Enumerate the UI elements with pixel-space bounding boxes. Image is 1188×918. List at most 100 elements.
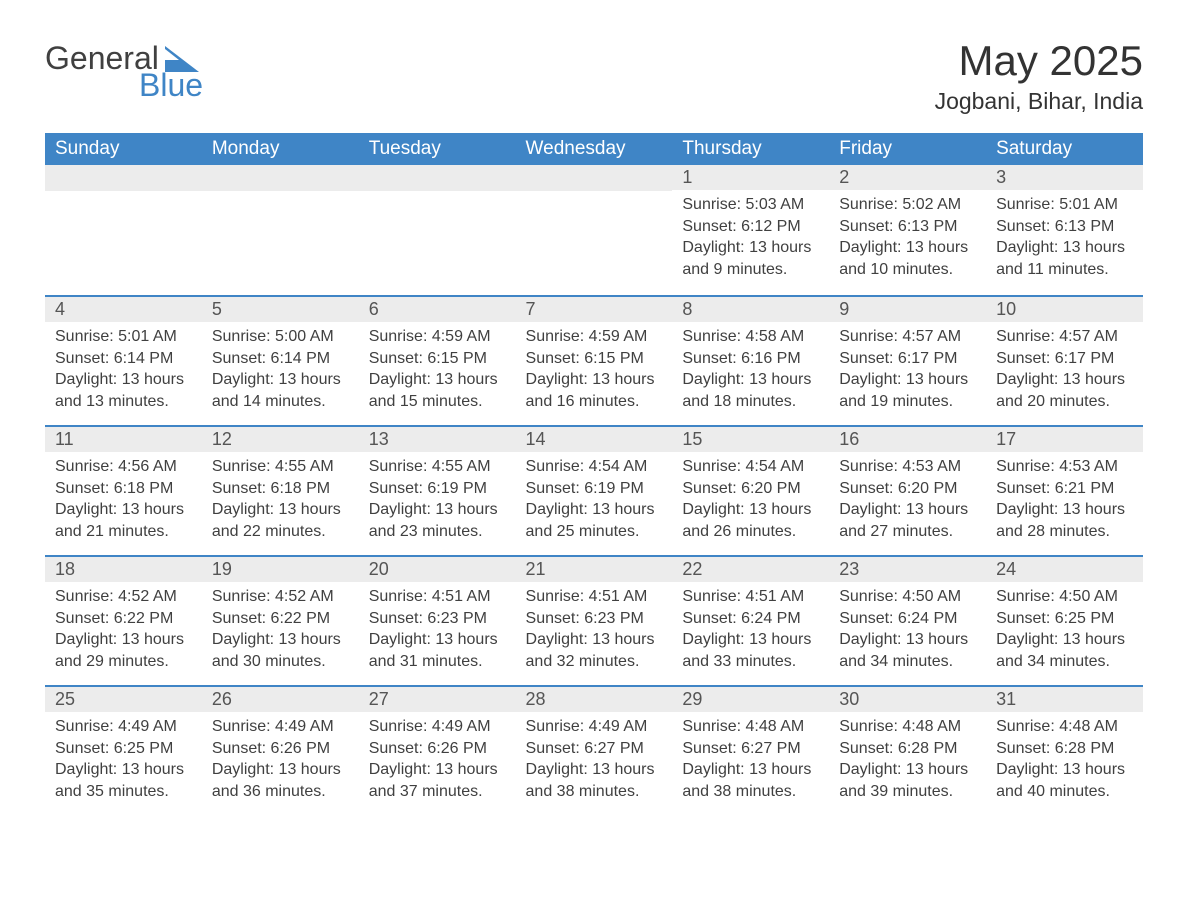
- daylight-text: Daylight: 13 hours and 38 minutes.: [526, 759, 663, 802]
- sunset-text: Sunset: 6:24 PM: [839, 608, 976, 630]
- daylight-text: Daylight: 13 hours and 40 minutes.: [996, 759, 1133, 802]
- day-content: Sunrise: 4:58 AMSunset: 6:16 PMDaylight:…: [672, 322, 829, 416]
- day-content: Sunrise: 5:03 AMSunset: 6:12 PMDaylight:…: [672, 190, 829, 284]
- sunset-text: Sunset: 6:15 PM: [526, 348, 663, 370]
- daylight-text: Daylight: 13 hours and 21 minutes.: [55, 499, 192, 542]
- sunrise-text: Sunrise: 4:51 AM: [526, 586, 663, 608]
- sunrise-text: Sunrise: 4:49 AM: [212, 716, 349, 738]
- sunset-text: Sunset: 6:24 PM: [682, 608, 819, 630]
- day-content: Sunrise: 4:53 AMSunset: 6:21 PMDaylight:…: [986, 452, 1143, 546]
- sunset-text: Sunset: 6:20 PM: [839, 478, 976, 500]
- day-number-bar: 13: [359, 425, 516, 452]
- sunset-text: Sunset: 6:21 PM: [996, 478, 1133, 500]
- sunset-text: Sunset: 6:23 PM: [526, 608, 663, 630]
- day-content: Sunrise: 4:52 AMSunset: 6:22 PMDaylight:…: [202, 582, 359, 676]
- day-content: Sunrise: 4:52 AMSunset: 6:22 PMDaylight:…: [45, 582, 202, 676]
- calendar-week-row: 4Sunrise: 5:01 AMSunset: 6:14 PMDaylight…: [45, 295, 1143, 425]
- calendar-cell: 25Sunrise: 4:49 AMSunset: 6:25 PMDayligh…: [45, 685, 202, 815]
- sunset-text: Sunset: 6:13 PM: [839, 216, 976, 238]
- calendar-cell: 18Sunrise: 4:52 AMSunset: 6:22 PMDayligh…: [45, 555, 202, 685]
- location-subtitle: Jogbani, Bihar, India: [935, 88, 1143, 115]
- calendar-week-row: 18Sunrise: 4:52 AMSunset: 6:22 PMDayligh…: [45, 555, 1143, 685]
- day-number-bar: 12: [202, 425, 359, 452]
- sunset-text: Sunset: 6:15 PM: [369, 348, 506, 370]
- daylight-text: Daylight: 13 hours and 13 minutes.: [55, 369, 192, 412]
- calendar-cell: 19Sunrise: 4:52 AMSunset: 6:22 PMDayligh…: [202, 555, 359, 685]
- daylight-text: Daylight: 13 hours and 23 minutes.: [369, 499, 506, 542]
- sunset-text: Sunset: 6:16 PM: [682, 348, 819, 370]
- calendar-cell: 7Sunrise: 4:59 AMSunset: 6:15 PMDaylight…: [516, 295, 673, 425]
- sunrise-text: Sunrise: 4:57 AM: [839, 326, 976, 348]
- sunrise-text: Sunrise: 4:54 AM: [526, 456, 663, 478]
- day-number-bar: 19: [202, 555, 359, 582]
- day-content: Sunrise: 4:53 AMSunset: 6:20 PMDaylight:…: [829, 452, 986, 546]
- day-number-bar: 18: [45, 555, 202, 582]
- day-content: Sunrise: 4:49 AMSunset: 6:27 PMDaylight:…: [516, 712, 673, 806]
- sunset-text: Sunset: 6:17 PM: [839, 348, 976, 370]
- calendar-cell: 14Sunrise: 4:54 AMSunset: 6:19 PMDayligh…: [516, 425, 673, 555]
- sunset-text: Sunset: 6:25 PM: [996, 608, 1133, 630]
- calendar-cell: 11Sunrise: 4:56 AMSunset: 6:18 PMDayligh…: [45, 425, 202, 555]
- daylight-text: Daylight: 13 hours and 33 minutes.: [682, 629, 819, 672]
- sunset-text: Sunset: 6:17 PM: [996, 348, 1133, 370]
- day-content: Sunrise: 5:01 AMSunset: 6:14 PMDaylight:…: [45, 322, 202, 416]
- calendar-cell: 16Sunrise: 4:53 AMSunset: 6:20 PMDayligh…: [829, 425, 986, 555]
- day-number-bar: 1: [672, 165, 829, 190]
- sunset-text: Sunset: 6:22 PM: [212, 608, 349, 630]
- day-number-bar: 31: [986, 685, 1143, 712]
- calendar-cell: [202, 165, 359, 295]
- sunrise-text: Sunrise: 4:51 AM: [369, 586, 506, 608]
- calendar-cell: 4Sunrise: 5:01 AMSunset: 6:14 PMDaylight…: [45, 295, 202, 425]
- calendar-cell: 29Sunrise: 4:48 AMSunset: 6:27 PMDayligh…: [672, 685, 829, 815]
- sunrise-text: Sunrise: 4:58 AM: [682, 326, 819, 348]
- sunset-text: Sunset: 6:12 PM: [682, 216, 819, 238]
- day-header: Friday: [829, 133, 986, 165]
- day-header: Monday: [202, 133, 359, 165]
- daylight-text: Daylight: 13 hours and 29 minutes.: [55, 629, 192, 672]
- sunset-text: Sunset: 6:23 PM: [369, 608, 506, 630]
- daylight-text: Daylight: 13 hours and 38 minutes.: [682, 759, 819, 802]
- day-number-bar: 9: [829, 295, 986, 322]
- day-content: Sunrise: 4:51 AMSunset: 6:24 PMDaylight:…: [672, 582, 829, 676]
- daylight-text: Daylight: 13 hours and 10 minutes.: [839, 237, 976, 280]
- day-content: Sunrise: 4:55 AMSunset: 6:18 PMDaylight:…: [202, 452, 359, 546]
- day-content: Sunrise: 4:49 AMSunset: 6:26 PMDaylight:…: [202, 712, 359, 806]
- sunrise-text: Sunrise: 4:49 AM: [526, 716, 663, 738]
- empty-day-bar: [45, 165, 202, 191]
- calendar-cell: 31Sunrise: 4:48 AMSunset: 6:28 PMDayligh…: [986, 685, 1143, 815]
- month-title: May 2025: [935, 40, 1143, 82]
- sunrise-text: Sunrise: 4:52 AM: [212, 586, 349, 608]
- calendar-cell: 15Sunrise: 4:54 AMSunset: 6:20 PMDayligh…: [672, 425, 829, 555]
- sunrise-text: Sunrise: 4:52 AM: [55, 586, 192, 608]
- day-content: Sunrise: 4:56 AMSunset: 6:18 PMDaylight:…: [45, 452, 202, 546]
- day-number-bar: 5: [202, 295, 359, 322]
- daylight-text: Daylight: 13 hours and 14 minutes.: [212, 369, 349, 412]
- sunrise-text: Sunrise: 5:03 AM: [682, 194, 819, 216]
- day-content: Sunrise: 5:00 AMSunset: 6:14 PMDaylight:…: [202, 322, 359, 416]
- sunrise-text: Sunrise: 5:02 AM: [839, 194, 976, 216]
- day-number-bar: 3: [986, 165, 1143, 190]
- sunset-text: Sunset: 6:18 PM: [212, 478, 349, 500]
- day-number-bar: 15: [672, 425, 829, 452]
- sunset-text: Sunset: 6:19 PM: [369, 478, 506, 500]
- calendar-cell: 21Sunrise: 4:51 AMSunset: 6:23 PMDayligh…: [516, 555, 673, 685]
- calendar-week-row: 11Sunrise: 4:56 AMSunset: 6:18 PMDayligh…: [45, 425, 1143, 555]
- calendar-cell: [516, 165, 673, 295]
- day-header: Tuesday: [359, 133, 516, 165]
- calendar-cell: 9 Sunrise: 4:57 AMSunset: 6:17 PMDaylight…: [829, 295, 986, 425]
- calendar-cell: 1Sunrise: 5:03 AMSunset: 6:12 PMDaylight…: [672, 165, 829, 295]
- calendar-header-row: SundayMondayTuesdayWednesdayThursdayFrid…: [45, 133, 1143, 165]
- day-content: Sunrise: 4:51 AMSunset: 6:23 PMDaylight:…: [359, 582, 516, 676]
- day-number-bar: 16: [829, 425, 986, 452]
- calendar-cell: 10Sunrise: 4:57 AMSunset: 6:17 PMDayligh…: [986, 295, 1143, 425]
- day-content: Sunrise: 4:51 AMSunset: 6:23 PMDaylight:…: [516, 582, 673, 676]
- daylight-text: Daylight: 13 hours and 19 minutes.: [839, 369, 976, 412]
- day-number-bar: 11: [45, 425, 202, 452]
- day-header: Saturday: [986, 133, 1143, 165]
- page-header: General Blue May 2025 Jogbani, Bihar, In…: [45, 40, 1143, 115]
- day-content: Sunrise: 4:49 AMSunset: 6:25 PMDaylight:…: [45, 712, 202, 806]
- daylight-text: Daylight: 13 hours and 18 minutes.: [682, 369, 819, 412]
- day-content: Sunrise: 4:50 AMSunset: 6:25 PMDaylight:…: [986, 582, 1143, 676]
- logo: General Blue: [45, 40, 235, 104]
- sunrise-text: Sunrise: 5:01 AM: [996, 194, 1133, 216]
